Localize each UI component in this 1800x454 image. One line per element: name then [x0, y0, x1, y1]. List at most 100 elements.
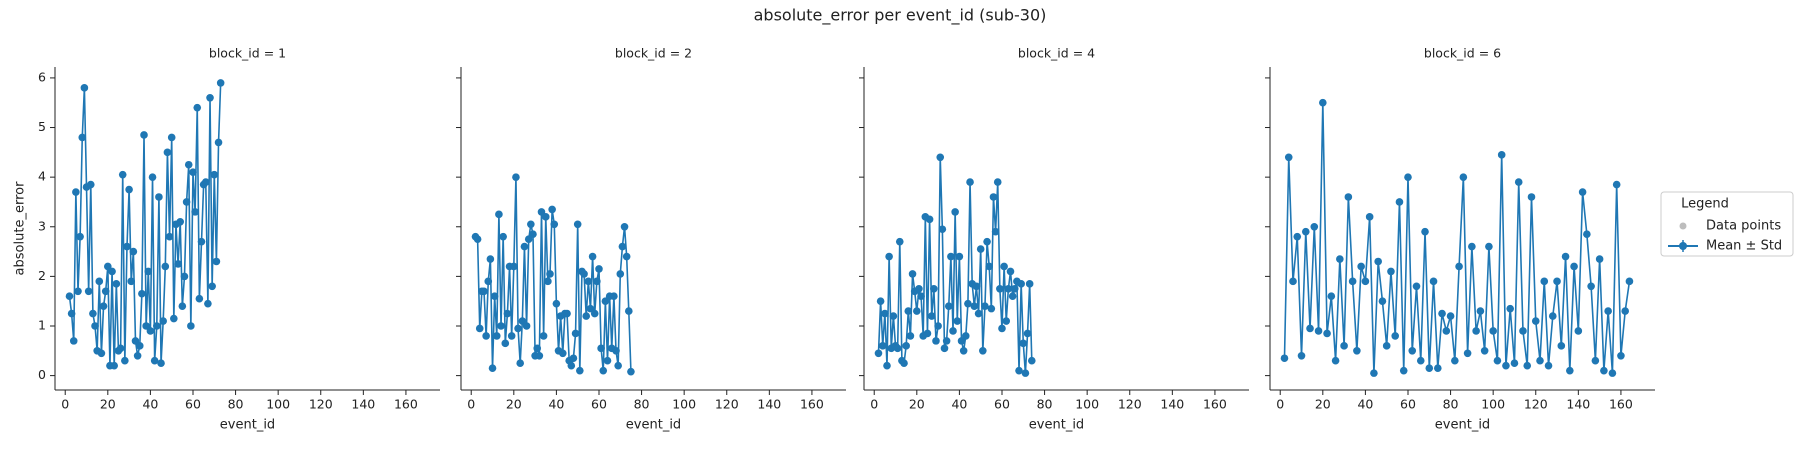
- data-point: [69, 337, 78, 345]
- legend-label: Mean ± Std: [1706, 239, 1782, 254]
- data-point: [176, 218, 185, 226]
- x-axis-label: event_id: [1435, 418, 1490, 433]
- data-point: [67, 309, 76, 318]
- data-point: [571, 329, 580, 338]
- data-point: [1608, 369, 1617, 377]
- x-tick-label: 100: [1481, 397, 1505, 412]
- x-tick-label: 160: [1609, 397, 1633, 412]
- data-point: [1536, 356, 1544, 365]
- data-point: [146, 327, 155, 335]
- data-point: [155, 193, 163, 201]
- data-point: [1451, 356, 1459, 365]
- data-point: [951, 208, 959, 216]
- data-point: [1319, 98, 1327, 107]
- data-point: [915, 284, 923, 293]
- data-point: [486, 255, 495, 263]
- data-point: [1557, 342, 1566, 350]
- data-point: [927, 312, 936, 320]
- x-axis-label: event_id: [626, 418, 681, 433]
- data-point: [148, 173, 157, 181]
- data-point: [214, 138, 223, 147]
- data-point: [908, 270, 917, 278]
- data-point: [616, 270, 625, 278]
- data-line: [877, 157, 1033, 374]
- data-point: [210, 170, 219, 179]
- data-point: [97, 349, 106, 358]
- data-point: [1485, 242, 1493, 251]
- data-point: [497, 322, 505, 330]
- data-point: [917, 292, 925, 301]
- data-point: [983, 237, 991, 246]
- data-point: [133, 351, 142, 360]
- data-point: [1612, 180, 1621, 189]
- data-point: [1506, 304, 1514, 313]
- data-point: [1489, 327, 1497, 335]
- x-tick-label: 0: [61, 397, 69, 412]
- y-tick-label: 2: [38, 268, 46, 283]
- data-point: [1301, 227, 1310, 236]
- data-point: [934, 322, 942, 330]
- figure-title: absolute_error per event_id (sub-30): [754, 6, 1047, 26]
- data-point: [104, 262, 112, 271]
- data-point: [1416, 356, 1425, 365]
- data-point: [996, 284, 1004, 293]
- data-point: [121, 356, 129, 365]
- data-point: [165, 232, 174, 241]
- legend-label: Data points: [1706, 219, 1781, 234]
- x-tick-label: 120: [309, 397, 333, 412]
- x-tick-label: 0: [870, 397, 878, 412]
- data-point: [1019, 339, 1028, 348]
- data-point: [942, 337, 951, 345]
- data-point: [1357, 262, 1365, 271]
- data-point: [1561, 252, 1570, 261]
- data-point: [174, 260, 182, 268]
- data-point: [981, 302, 989, 310]
- x-tick-label: 0: [1276, 397, 1284, 412]
- x-axis-label: event_id: [220, 418, 275, 433]
- data-point: [1306, 324, 1314, 333]
- data-point: [167, 133, 176, 142]
- legend-marker: [1679, 242, 1687, 250]
- data-point: [475, 324, 484, 333]
- data-point: [1566, 366, 1574, 375]
- data-point: [580, 270, 588, 278]
- data-point: [1433, 364, 1442, 372]
- data-point: [157, 359, 165, 368]
- data-point: [893, 344, 902, 353]
- data-point: [533, 344, 542, 353]
- facet: block_id = 4 0 20 40 60 80 100 120 140 160 event_i…: [859, 46, 1249, 433]
- data-point: [1425, 364, 1434, 372]
- data-point: [65, 292, 74, 301]
- data-point: [998, 324, 1006, 333]
- data-point: [597, 344, 605, 353]
- data-point: [938, 225, 947, 234]
- y-axis-label: absolute_error: [13, 181, 28, 276]
- data-point: [925, 215, 934, 224]
- facet-title: block_id = 2: [615, 46, 692, 61]
- data-point: [584, 277, 593, 286]
- data-point: [1438, 309, 1446, 318]
- x-tick-label: 160: [800, 397, 824, 412]
- data-point: [1021, 369, 1030, 377]
- facet: block_id = 6 0 20 40 60 80 100 120 140 160 event_i…: [1265, 46, 1655, 433]
- data-point: [1463, 349, 1472, 358]
- x-tick-label: 60: [185, 397, 201, 412]
- data-point: [904, 307, 913, 315]
- data-point: [138, 289, 146, 298]
- data-point: [189, 168, 197, 176]
- y-tick-label: 0: [38, 367, 46, 382]
- data-point: [197, 237, 206, 246]
- data-point: [1015, 366, 1023, 375]
- data-point: [949, 327, 957, 335]
- data-point: [576, 366, 584, 375]
- x-tick-label: 0: [467, 397, 475, 412]
- data-point: [976, 245, 985, 253]
- data-point: [947, 252, 955, 261]
- y-tick-label: 5: [38, 119, 46, 134]
- data-point: [1595, 255, 1604, 263]
- x-tick-label: 80: [634, 397, 650, 412]
- data-point: [552, 299, 561, 308]
- data-point: [1476, 307, 1485, 315]
- x-tick-label: 80: [1443, 397, 1459, 412]
- x-tick-label: 60: [1400, 397, 1416, 412]
